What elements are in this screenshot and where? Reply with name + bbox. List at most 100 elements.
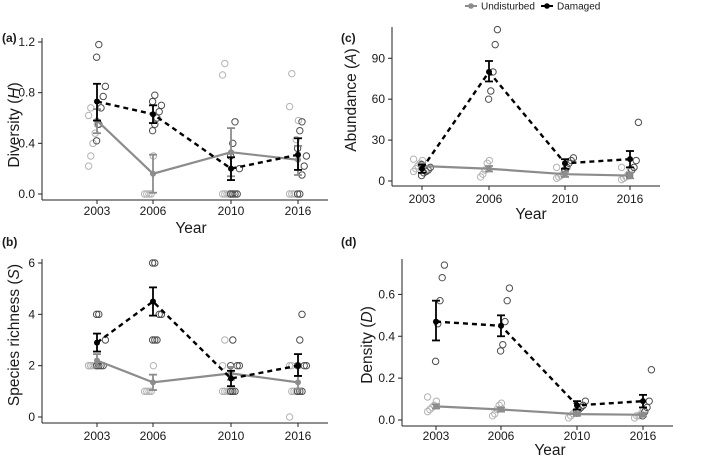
panel-d-undisturbed-raw-point [426,405,434,414]
panel-c-damaged-mean-point [419,165,425,172]
panel-b-undisturbed-mean-point [94,357,100,364]
panel-b-label: (b) [2,235,17,249]
panel-c-y-tick-label: 90 [372,51,386,65]
panel-c-y-tick-label: 30 [372,133,386,147]
panel-b-undisturbed-raw-point [285,413,294,421]
panel-a-undisturbed-raw-point [288,69,296,78]
panel-a-undisturbed-raw-point [221,59,229,68]
panel-c-damaged-raw-point [484,95,493,103]
panel-d: (d) Density (D) Year 0.0 0.2 0.4 0.6 2003 200… [341,235,673,459]
panel-c-damaged-raw-point [491,40,499,49]
panel-a-damaged-raw-point [233,190,241,198]
panel-c-damaged-mean-point [486,68,492,75]
panel-b-damaged-raw-point [302,361,311,370]
panel-d-y-tick-label: 0.6 [378,287,395,301]
panel-a-y-tick-label: 1.2 [18,35,35,49]
panel-b-damaged-raw-point [231,387,239,396]
panel-b-undisturbed-raw-point [221,336,229,344]
panel-d-undisturbed-raw-point [423,407,432,416]
panel-d-ylabel: Density (D) [359,306,376,384]
panel-c-x-tick-label: 2010 [552,192,579,206]
panel-b-damaged-mean-point [228,375,234,382]
panel-c-damaged-mean-point [562,160,568,167]
panel-c-x-tick-label: 2003 [409,192,436,206]
panel-a-damaged-raw-point [151,120,159,129]
panel-a-damaged-raw-point [151,91,159,99]
panel-a-damaged-raw-point [95,40,103,49]
panel-c-undisturbed-raw-point [617,163,626,172]
panel-c: (c) Abundance (A) Year 0 30 60 90 2003 2006 20… [341,25,660,223]
panel-d-damaged-raw-point [431,357,440,366]
panel-b-plot: 0 2 4 6 2003 2006 2010 2016 [28,256,328,443]
panel-a-damaged-raw-point [97,104,105,112]
panel-d-undisturbed-raw-point [491,410,499,418]
panel-b-damaged-raw-point [296,336,304,344]
panel-d-xlabel: Year [534,442,565,459]
panel-d-damaged-raw-point [440,261,449,269]
panel-a-xlabel: Year [175,220,206,237]
panel-d-undisturbed-mean-point [433,403,439,410]
panel-b-damaged-raw-point [151,259,159,267]
panel-a-undisturbed-raw-point [84,162,93,170]
panel-c-label: (c) [341,31,356,45]
panel-d-damaged-mean-point [498,322,504,329]
panel-d-damaged-raw-point [503,296,511,305]
panel-d-y-tick-label: 0.4 [378,329,395,343]
panel-b-x-tick-label: 2006 [140,429,167,443]
panel-a-undisturbed-raw-point [223,190,231,198]
legend-damaged-marker [544,3,550,9]
panel-c-undisturbed-mean-point [486,165,492,172]
panel-c-damaged-raw-point [569,154,578,162]
legend-entry-undisturbed: Undisturbed [465,2,535,13]
panel-b-damaged-raw-point [151,336,159,344]
panel-a-undisturbed-raw-point [285,102,294,111]
panel-c-x-tick-label: 2006 [476,192,503,206]
panel-a-damaged-mean-point [228,165,234,172]
panel-b-y-tick-label: 4 [28,307,35,321]
panel-d-undisturbed-raw-point [497,399,506,407]
panel-b-undisturbed-line [96,359,299,384]
panel-d-damaged-raw-point [647,366,656,374]
panel-a-undisturbed-mean-point [150,170,156,177]
panel-c-plot: 0 30 60 90 2003 2006 2010 2016 [372,25,660,206]
panel-c-xlabel: Year [515,206,546,223]
panel-d-undisturbed-raw-point [488,412,497,420]
panel-d-plot: 0.0 0.2 0.4 0.6 2003 2006 2010 2016 [378,259,673,443]
panel-c-damaged-mean-point [627,156,633,163]
panel-c-undisturbed-mean-point [562,171,568,178]
panel-d-x-tick-label: 2016 [630,429,657,443]
panel-c-y-tick-label: 60 [372,92,386,106]
panel-a-label: (a) [2,31,17,45]
panel-a-damaged-raw-point [300,162,308,170]
panel-d-x-tick-label: 2003 [423,429,450,443]
panel-b-undisturbed-raw-point [87,361,95,370]
panel-a-damaged-raw-point [293,190,302,198]
panel-a-damaged-raw-point [231,190,239,198]
panel-b-damaged-raw-point [95,310,103,319]
panel-d-label: (d) [341,235,356,249]
panel-c-undisturbed-raw-point [409,155,418,163]
panel-a-undisturbed-raw-point [218,71,227,79]
panel-b-damaged-raw-point [148,259,157,267]
panel-a-undisturbed-mean-point [228,149,234,156]
panel-b-y-tick-label: 0 [28,410,35,424]
panel-c-undisturbed-line [421,164,631,177]
panel-a-damaged-mean-point [295,151,301,158]
panel-b-damaged-raw-point [229,387,237,396]
panel-a-undisturbed-raw-point [145,190,153,198]
panel-b-damaged-mean-point [94,339,100,346]
panel-a-undisturbed-raw-point [290,190,298,198]
panel-b-y-tick-label: 6 [28,256,35,270]
panel-a-undisturbed-raw-point [87,104,95,112]
panel-c-damaged-raw-point [493,25,502,34]
panel-a-damaged-raw-point [148,126,157,135]
legend-undisturbed-marker [468,3,474,9]
panel-a-undisturbed-raw-point [292,135,300,144]
panel-a-undisturbed-raw-point [143,190,151,198]
legend-undisturbed-label: Undisturbed [481,2,535,13]
panel-d-undisturbed-raw-point [423,393,432,401]
panel-d-undisturbed-mean-point [640,411,646,418]
panel-d-undisturbed-line [435,405,644,416]
panel-b-undisturbed-raw-point [223,387,231,396]
panel-a-damaged-raw-point [101,82,110,91]
